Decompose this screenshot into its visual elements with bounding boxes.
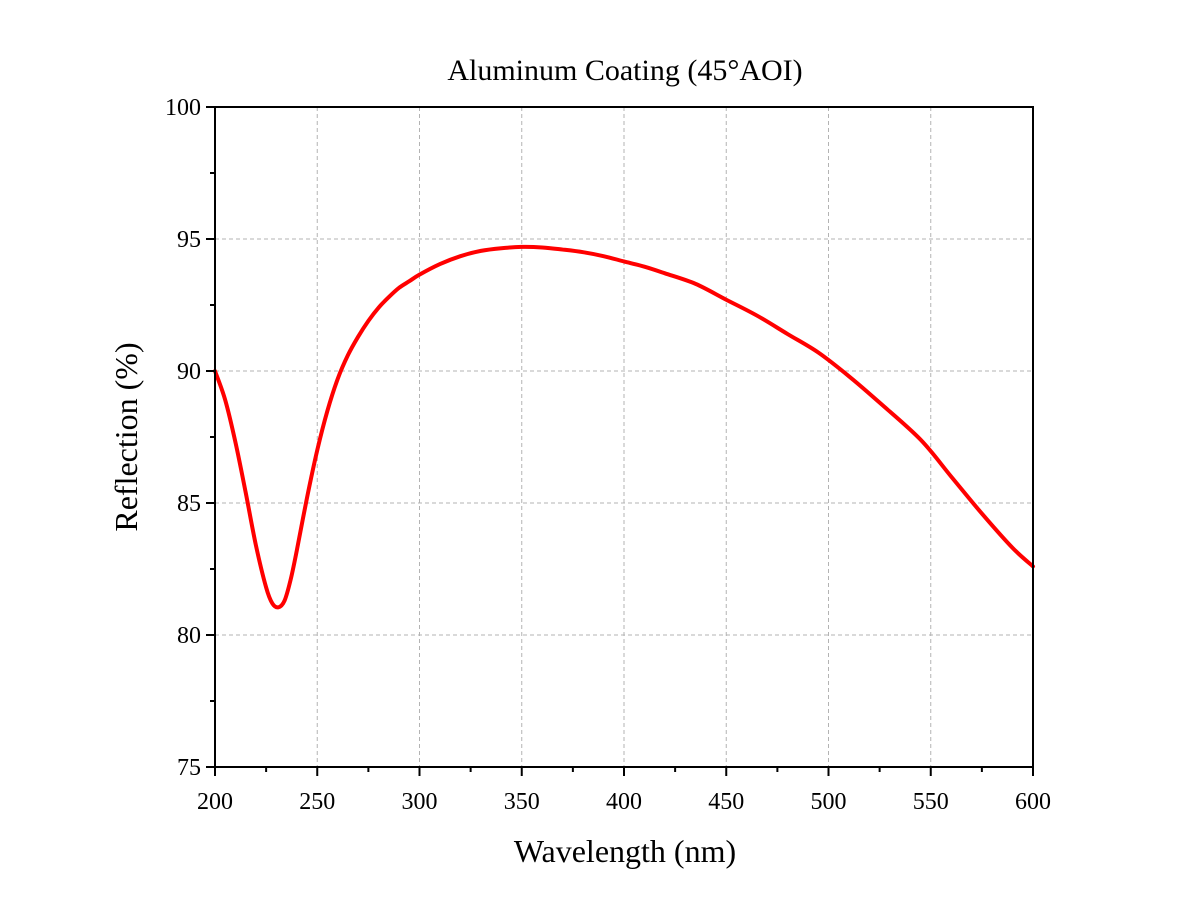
x-tick-label: 500 [811,789,847,815]
series-layer [213,244,1035,610]
x-tick-label: 550 [913,789,949,815]
y-axis-title: Reflection (%) [108,342,144,531]
x-tick-label: 400 [606,789,642,815]
x-tick-label: 200 [197,789,233,815]
x-tick-label: 350 [504,789,540,815]
x-axis-title: Wavelength (nm) [514,833,736,869]
y-tick-label: 90 [177,359,201,385]
x-tick-label: 450 [708,789,744,815]
x-axis: 200 250 300 350 400 450 500 550 600 [197,767,1051,815]
y-tick-label: 80 [177,623,201,649]
y-tick-label: 85 [177,491,201,517]
y-axis: 75 80 85 90 95 100 [165,95,215,781]
y-tick-label: 95 [177,227,201,253]
x-tick-label: 250 [299,789,335,815]
grid [215,107,1033,767]
x-tick-label: 300 [402,789,438,815]
y-tick-label: 75 [177,755,201,781]
y-tick-label: 100 [165,95,201,121]
x-tick-label: 600 [1015,789,1051,815]
chart-title: Aluminum Coating (45°AOI) [447,54,802,87]
reflection-series-line [213,244,1035,610]
